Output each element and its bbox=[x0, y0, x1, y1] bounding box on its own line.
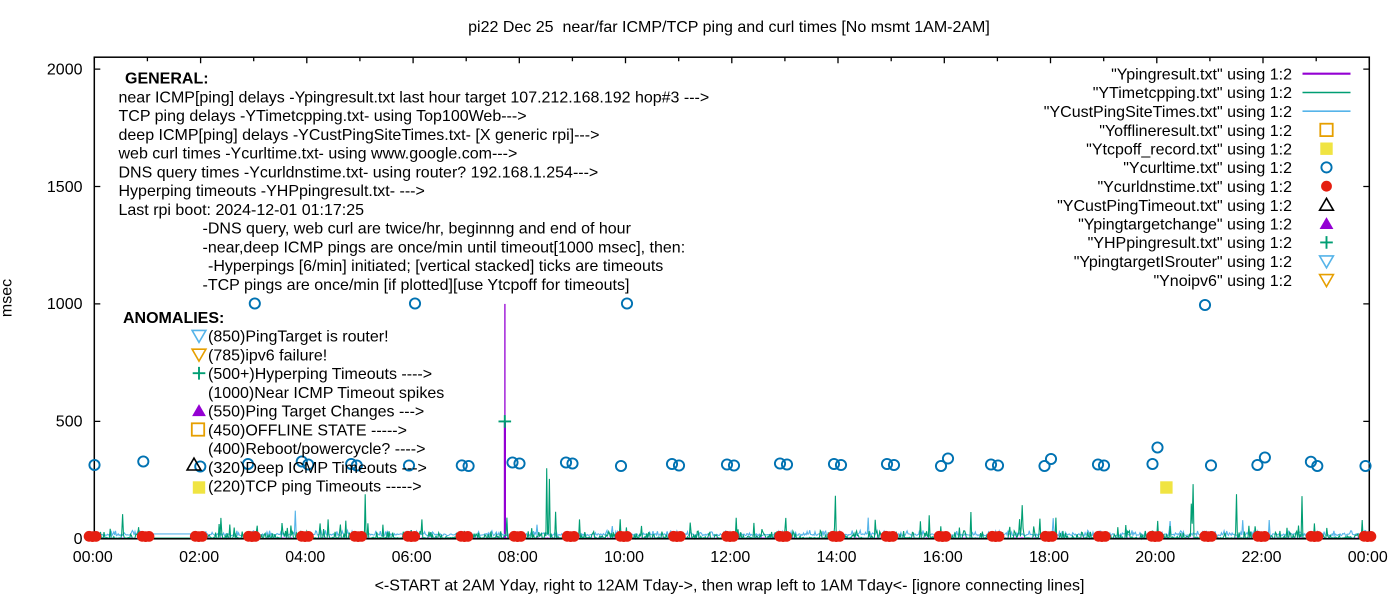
svg-text:(850)PingTarget is router!: (850)PingTarget is router! bbox=[208, 329, 389, 346]
svg-text:GENERAL:: GENERAL: bbox=[125, 71, 209, 88]
svg-text:"Ycurltime.txt" using 1:2: "Ycurltime.txt" using 1:2 bbox=[1123, 160, 1292, 177]
svg-text:(450)OFFLINE STATE ----->: (450)OFFLINE STATE -----> bbox=[208, 422, 407, 439]
svg-text:deep ICMP[ping] delays -YCustP: deep ICMP[ping] delays -YCustPingSiteTim… bbox=[119, 127, 600, 144]
svg-text:2000: 2000 bbox=[47, 61, 83, 78]
svg-text:"Ynoipv6" using 1:2: "Ynoipv6" using 1:2 bbox=[1153, 273, 1292, 290]
svg-text:(220)TCP ping Timeouts ----->: (220)TCP ping Timeouts -----> bbox=[208, 479, 422, 496]
svg-text:"Ycurldnstime.txt" using 1:2: "Ycurldnstime.txt" using 1:2 bbox=[1097, 179, 1292, 196]
svg-text:500: 500 bbox=[56, 414, 83, 431]
svg-text:08:00: 08:00 bbox=[498, 549, 538, 566]
svg-text:web curl times -Ycurltime.txt-: web curl times -Ycurltime.txt- using www… bbox=[118, 146, 518, 163]
svg-text:(400)Reboot/powercycle? ---->: (400)Reboot/powercycle? ----> bbox=[208, 441, 425, 458]
svg-text:16:00: 16:00 bbox=[923, 549, 963, 566]
svg-text:(500+)Hyperping Timeouts ---->: (500+)Hyperping Timeouts ----> bbox=[208, 366, 432, 383]
svg-text:"YHPpingresult.txt" using 1:2: "YHPpingresult.txt" using 1:2 bbox=[1088, 235, 1292, 252]
svg-text:Last rpi boot: 2024-12-01 01:1: Last rpi boot: 2024-12-01 01:17:25 bbox=[119, 202, 365, 219]
svg-text:ANOMALIES:: ANOMALIES: bbox=[123, 310, 224, 327]
svg-text:(320)Deep ICMP Timeouts --->: (320)Deep ICMP Timeouts ---> bbox=[208, 460, 427, 477]
svg-text:-Hyperpings [6/min] initiated;: -Hyperpings [6/min] initiated; [vertical… bbox=[208, 258, 663, 275]
svg-text:18:00: 18:00 bbox=[1029, 549, 1069, 566]
svg-text:"Yofflineresult.txt" using 1:2: "Yofflineresult.txt" using 1:2 bbox=[1099, 123, 1292, 140]
svg-text:10:00: 10:00 bbox=[604, 549, 644, 566]
svg-text:"YCustPingSiteTimes.txt" using: "YCustPingSiteTimes.txt" using 1:2 bbox=[1044, 104, 1292, 121]
svg-text:0: 0 bbox=[74, 531, 83, 548]
svg-text:"Ytcpoff_record.txt" using 1:2: "Ytcpoff_record.txt" using 1:2 bbox=[1086, 142, 1292, 159]
svg-text:14:00: 14:00 bbox=[816, 549, 856, 566]
svg-text:02:00: 02:00 bbox=[179, 549, 219, 566]
svg-text:-near,deep ICMP pings are once: -near,deep ICMP pings are once/min until… bbox=[203, 239, 686, 256]
svg-text:Hyperping timeouts -YHPpingres: Hyperping timeouts -YHPpingresult.txt- -… bbox=[119, 183, 425, 200]
svg-text:00:00: 00:00 bbox=[1348, 549, 1388, 566]
svg-text:"YTimetcpping.txt" using 1:2: "YTimetcpping.txt" using 1:2 bbox=[1093, 85, 1292, 102]
svg-text:04:00: 04:00 bbox=[285, 549, 325, 566]
svg-text:near ICMP[ping] delays -Ypingr: near ICMP[ping] delays -Ypingresult.txt … bbox=[119, 89, 710, 106]
svg-text:"YpingtargetISrouter" using 1:: "YpingtargetISrouter" using 1:2 bbox=[1074, 254, 1292, 271]
svg-text:06:00: 06:00 bbox=[392, 549, 432, 566]
svg-text:<-START at 2AM Yday, right to: <-START at 2AM Yday, right to 12AM Tday-… bbox=[375, 578, 1085, 595]
svg-text:20:00: 20:00 bbox=[1135, 549, 1175, 566]
svg-text:12:00: 12:00 bbox=[710, 549, 750, 566]
svg-text:msec: msec bbox=[0, 279, 15, 317]
svg-text:(1000)Near ICMP Timeout spikes: (1000)Near ICMP Timeout spikes bbox=[208, 385, 444, 402]
svg-text:TCP ping delays -YTimetcpping.: TCP ping delays -YTimetcpping.txt- using… bbox=[119, 108, 527, 125]
svg-text:"Ypingresult.txt" using 1:2: "Ypingresult.txt" using 1:2 bbox=[1111, 67, 1292, 84]
svg-text:(550)Ping Target Changes --->: (550)Ping Target Changes ---> bbox=[208, 404, 424, 421]
svg-text:1000: 1000 bbox=[47, 296, 83, 313]
svg-text:-TCP pings are once/min [if pl: -TCP pings are once/min [if plotted][use… bbox=[203, 277, 630, 294]
svg-text:"Ypingtargetchange" using 1:2: "Ypingtargetchange" using 1:2 bbox=[1078, 217, 1292, 234]
svg-text:22:00: 22:00 bbox=[1241, 549, 1281, 566]
svg-text:(785)ipv6 failure!: (785)ipv6 failure! bbox=[208, 347, 327, 364]
svg-text:00:00: 00:00 bbox=[73, 549, 113, 566]
svg-text:1500: 1500 bbox=[47, 179, 83, 196]
svg-text:DNS query times -Ycurldnstime.: DNS query times -Ycurldnstime.txt- using… bbox=[119, 164, 599, 181]
svg-text:-DNS query, web curl are twice: -DNS query, web curl are twice/hr, begin… bbox=[203, 221, 632, 238]
svg-text:"YCustPingTimeout.txt" using 1: "YCustPingTimeout.txt" using 1:2 bbox=[1057, 198, 1292, 215]
svg-text:pi22 Dec 25 near/far ICMP/TCP: pi22 Dec 25 near/far ICMP/TCP ping and c… bbox=[468, 19, 990, 36]
